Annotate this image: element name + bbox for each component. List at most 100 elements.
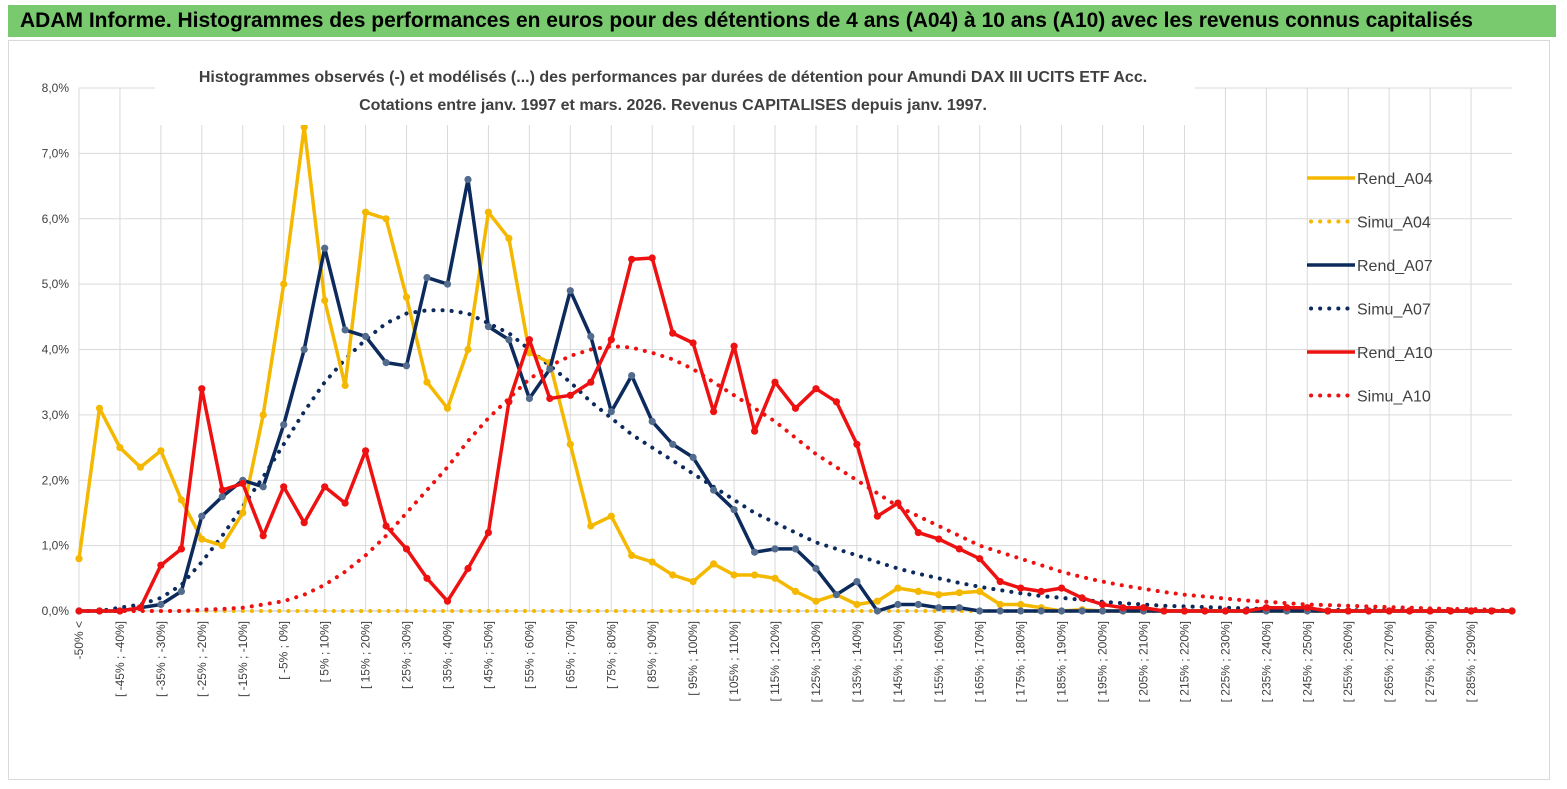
x-tick-label: [ 145% ; 150%] xyxy=(891,621,905,702)
x-tick-label: [ 285% ; 290%] xyxy=(1464,621,1478,702)
series-line-Rend_A04 xyxy=(77,125,1512,613)
data-point xyxy=(1017,607,1025,615)
data-point xyxy=(218,493,226,501)
data-point xyxy=(914,529,922,537)
data-point xyxy=(751,427,759,435)
x-tick-label: [ 215% ; 220%] xyxy=(1177,621,1191,702)
data-point xyxy=(1467,607,1475,615)
data-point xyxy=(832,591,841,599)
data-point xyxy=(751,548,759,556)
data-point xyxy=(75,607,83,615)
legend-item-Simu_A10: Simu_A10 xyxy=(1309,389,1431,406)
data-point xyxy=(853,578,861,586)
x-tick-label: [ 75% ; 80%] xyxy=(604,621,618,689)
data-point xyxy=(443,280,452,288)
data-point xyxy=(484,208,492,216)
x-tick-label: -50% < xyxy=(72,621,86,659)
data-point xyxy=(873,512,882,520)
data-point xyxy=(259,532,267,540)
x-tick-label: [ 105% ; 110%] xyxy=(727,621,741,702)
data-point xyxy=(812,385,820,393)
x-tick-label: [ 225% ; 230%] xyxy=(1218,621,1232,702)
data-point xyxy=(259,483,267,491)
data-point xyxy=(1324,607,1332,615)
y-tick-label: 2,0% xyxy=(42,473,70,487)
data-point xyxy=(976,607,984,615)
data-point xyxy=(341,499,349,507)
data-point xyxy=(300,519,308,527)
title-background xyxy=(155,67,1195,125)
legend-label: Rend_A04 xyxy=(1357,171,1433,188)
legend-label: Simu_A10 xyxy=(1357,389,1431,406)
data-point xyxy=(546,394,554,403)
data-point xyxy=(771,574,779,582)
x-tick-label: [ 25% ; 30%] xyxy=(400,621,414,689)
y-tick-label: 5,0% xyxy=(42,277,70,291)
series-Rend_A04 xyxy=(75,123,1516,615)
data-point xyxy=(443,404,452,412)
data-point xyxy=(730,506,738,514)
data-point xyxy=(198,535,206,543)
series-Rend_A07 xyxy=(75,175,1516,615)
x-tick-label: [ -35% ; -30%] xyxy=(154,621,168,697)
data-point xyxy=(566,287,574,295)
data-point xyxy=(587,332,595,340)
data-point xyxy=(1283,604,1291,612)
data-point xyxy=(382,359,390,367)
data-point xyxy=(566,440,574,448)
data-point xyxy=(464,345,472,354)
data-point xyxy=(628,255,636,263)
data-point xyxy=(280,421,288,429)
data-point xyxy=(771,378,779,386)
data-point xyxy=(525,394,534,403)
x-tick-label: [ -25% ; -20%] xyxy=(195,621,209,697)
data-point xyxy=(935,604,943,612)
data-point xyxy=(791,587,800,596)
data-point xyxy=(689,578,697,586)
data-point xyxy=(689,453,697,461)
data-point xyxy=(546,365,554,373)
data-point xyxy=(1099,607,1107,615)
data-point xyxy=(239,509,247,517)
data-point xyxy=(914,600,922,609)
series-line-Rend_A10 xyxy=(79,256,1512,613)
data-point xyxy=(280,483,288,491)
data-point xyxy=(730,571,738,579)
data-point xyxy=(587,522,595,530)
data-point xyxy=(1017,584,1025,592)
data-point xyxy=(1017,600,1025,609)
data-point xyxy=(791,545,800,553)
data-point xyxy=(976,587,984,596)
data-point xyxy=(402,545,411,553)
data-point xyxy=(1365,607,1373,615)
data-point xyxy=(300,123,308,131)
data-point xyxy=(218,486,226,494)
data-point xyxy=(525,349,534,357)
data-point xyxy=(1221,607,1229,615)
data-point xyxy=(259,411,267,419)
legend-item-Rend_A10: Rend_A10 xyxy=(1307,345,1433,362)
x-tick-label: [ 85% ; 90%] xyxy=(645,621,659,689)
data-point xyxy=(505,336,513,344)
data-point xyxy=(566,391,574,399)
data-point xyxy=(730,342,738,350)
data-point xyxy=(669,571,677,579)
data-point xyxy=(710,486,718,494)
chart-subtitle: Cotations entre janv. 1997 et mars. 2026… xyxy=(359,97,987,114)
x-tick-label: [ 205% ; 210%] xyxy=(1137,621,1151,702)
series-Simu_A07 xyxy=(77,308,1514,613)
legend-label: Rend_A07 xyxy=(1357,258,1433,275)
data-point xyxy=(423,574,431,582)
data-point xyxy=(996,607,1004,615)
legend: Rend_A04 Simu_A04 Rend_A07 Simu_A07 Rend_A10… xyxy=(1307,171,1433,406)
data-point xyxy=(1508,607,1516,615)
data-point xyxy=(669,440,677,448)
series-Rend_A10 xyxy=(75,254,1516,615)
data-point xyxy=(628,372,636,380)
data-point xyxy=(443,597,452,605)
data-point xyxy=(1119,604,1127,612)
data-point xyxy=(321,244,329,252)
x-tick-label: [ 265% ; 270%] xyxy=(1382,621,1396,702)
x-tick-label: [ 95% ; 100%] xyxy=(686,621,700,696)
data-point xyxy=(587,378,595,386)
